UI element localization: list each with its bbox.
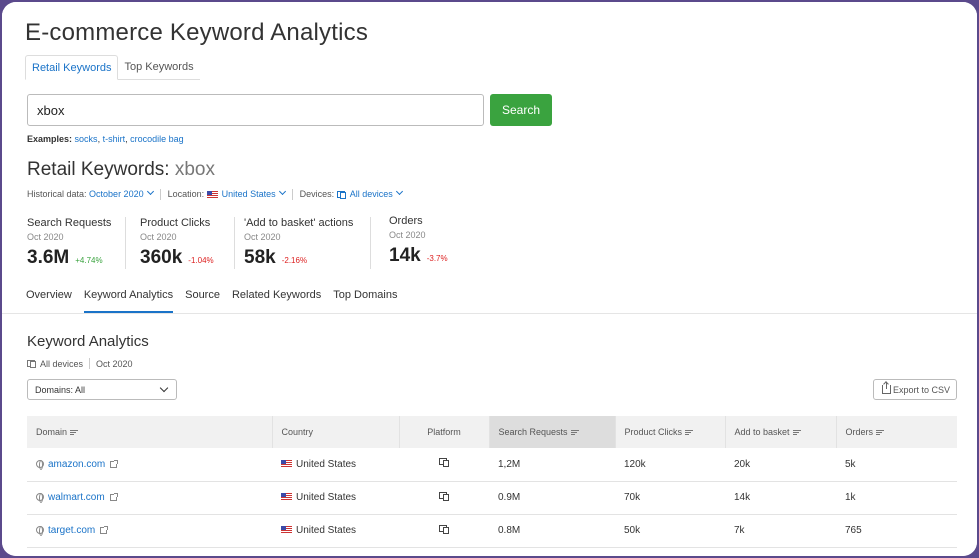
historical-dropdown[interactable]: October 2020 — [89, 187, 154, 199]
location-label: Location: — [167, 189, 205, 199]
report-nav-tabs: Overview Keyword Analytics Source Relate… — [26, 289, 409, 313]
platform-icon — [439, 458, 449, 468]
tab-related-keywords[interactable]: Related Keywords — [231, 289, 322, 301]
metric-search-requests: Search Requests Oct 2020 3.6M +4.74% — [27, 217, 112, 268]
metric-orders: Orders Oct 2020 14k -3.7% — [389, 215, 448, 266]
metric-product-clicks: Product Clicks Oct 2020 360k -1.04% — [140, 217, 214, 268]
table-row: target.com United States 0.8M 50k 7k 765 — [27, 514, 957, 548]
sort-icon — [685, 429, 694, 436]
top-section: E-commerce Keyword Analytics Retail Keyw… — [2, 2, 977, 314]
sort-icon — [570, 429, 579, 436]
examples: Examples: socks, t-shirt, crocodile bag — [27, 134, 184, 144]
globe-icon — [36, 460, 44, 471]
chevron-down-icon — [146, 187, 154, 196]
search-input[interactable]: xbox — [27, 94, 484, 126]
col-country: Country — [272, 416, 400, 448]
example-link-tshirt[interactable]: t-shirt — [102, 134, 126, 144]
domains-table: Domain Country Platform Search Requests … — [27, 416, 957, 548]
devices-label: Devices: — [299, 189, 335, 199]
table-header-row: Domain Country Platform Search Requests … — [27, 416, 957, 448]
external-link-icon[interactable] — [110, 459, 119, 468]
us-flag-icon — [281, 493, 292, 502]
report-title: Retail Keywords: xbox — [27, 159, 215, 181]
platform-icon — [439, 524, 449, 534]
chevron-down-icon — [278, 187, 286, 196]
report-keyword: xbox — [174, 159, 215, 180]
domains-filter-dropdown[interactable]: Domains: All — [27, 379, 177, 400]
tab-retail-keywords[interactable]: Retail Keywords — [25, 55, 119, 80]
tab-top-keywords[interactable]: Top Keywords — [124, 61, 194, 73]
historical-label: Historical data: — [27, 189, 87, 199]
tab-top-domains[interactable]: Top Domains — [333, 289, 398, 301]
metric-delta: +4.74% — [75, 256, 103, 265]
devices-icon — [336, 190, 346, 199]
example-link-socks[interactable]: socks — [74, 134, 98, 144]
section-meta: All devices Oct 2020 — [27, 358, 133, 369]
table-row: walmart.com United States 0.9M 70k 14k 1… — [27, 481, 957, 515]
domain-link[interactable]: walmart.com — [48, 492, 105, 503]
platform-icon — [439, 491, 449, 501]
metric-delta: -2.16% — [281, 256, 308, 265]
sort-icon — [70, 429, 79, 436]
metric-value: 14k — [389, 245, 421, 266]
example-link-crocodile-bag[interactable]: crocodile bag — [130, 134, 184, 144]
globe-icon — [36, 493, 44, 504]
examples-label: Examples: — [27, 134, 73, 144]
us-flag-icon — [206, 190, 218, 199]
col-add-to-basket[interactable]: Add to basket — [725, 416, 837, 448]
chevron-down-icon — [159, 383, 169, 393]
chevron-down-icon — [395, 187, 403, 196]
metric-value: 360k — [140, 247, 183, 268]
col-product-clicks[interactable]: Product Clicks — [615, 416, 726, 448]
sort-icon — [792, 429, 801, 436]
col-search-requests[interactable]: Search Requests — [489, 416, 616, 448]
external-link-icon[interactable] — [109, 492, 118, 501]
tab-overview[interactable]: Overview — [26, 289, 72, 301]
table-row: amazon.com United States 1,2M 120k 20k 5… — [27, 448, 957, 482]
us-flag-icon — [281, 526, 292, 535]
search-button[interactable]: Search — [490, 94, 552, 126]
globe-icon — [36, 526, 44, 537]
section-date: Oct 2020 — [96, 358, 133, 369]
devices-dropdown[interactable]: All devices — [336, 187, 403, 199]
domain-link[interactable]: amazon.com — [48, 458, 106, 470]
section-title: Keyword Analytics — [27, 333, 149, 350]
divider — [2, 313, 977, 314]
export-csv-button[interactable]: Export to CSV — [873, 379, 957, 400]
metric-value: 58k — [244, 247, 276, 268]
domain-link[interactable]: target.com — [48, 525, 96, 536]
metric-delta: -1.04% — [188, 256, 214, 265]
report-title-prefix: Retail Keywords: — [27, 159, 170, 180]
metric-value: 3.6M — [27, 247, 70, 268]
col-orders[interactable]: Orders — [836, 416, 957, 448]
devices-icon — [27, 359, 36, 368]
page-title: E-commerce Keyword Analytics — [25, 19, 369, 46]
col-domain[interactable]: Domain — [27, 416, 273, 448]
metric-delta: -3.7% — [426, 254, 448, 263]
report-filters: Historical data: October 2020 Location: … — [27, 187, 403, 200]
col-platform: Platform — [399, 416, 490, 448]
external-link-icon[interactable] — [100, 525, 109, 534]
metric-add-to-basket: 'Add to basket' actions Oct 2020 58k -2.1… — [244, 217, 354, 268]
tab-source[interactable]: Source — [185, 289, 220, 301]
us-flag-icon — [281, 460, 292, 469]
section-devices: All devices — [40, 358, 84, 369]
export-icon — [882, 382, 891, 394]
sort-icon — [876, 429, 885, 436]
top-tabs: Retail Keywords Top Keywords — [25, 55, 200, 80]
location-dropdown[interactable]: United States — [206, 187, 286, 199]
tab-keyword-analytics[interactable]: Keyword Analytics — [83, 289, 174, 313]
